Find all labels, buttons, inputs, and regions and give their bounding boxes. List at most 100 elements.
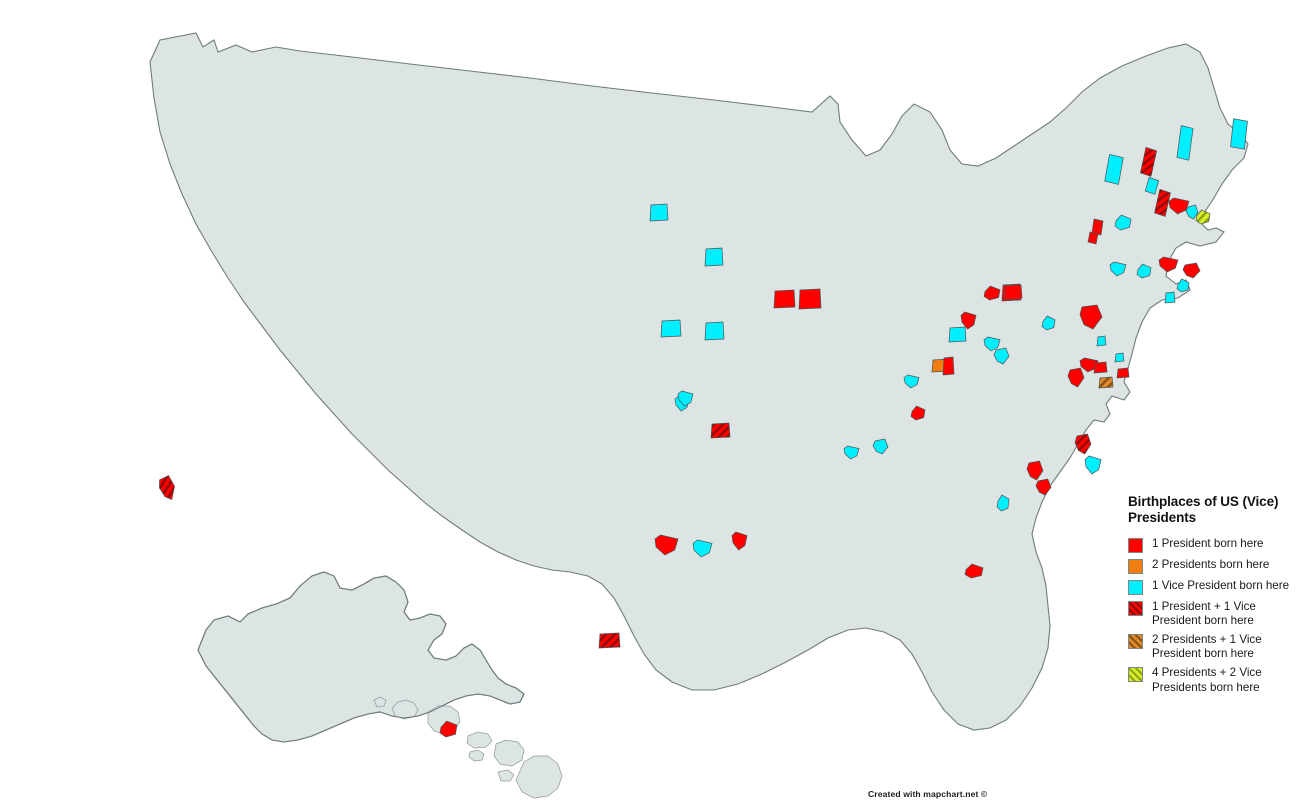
marker-tennessee-tn: tennessee-tn — 1 Vice President born her… <box>844 446 859 459</box>
county <box>137 660 168 686</box>
county <box>283 468 317 500</box>
county <box>1233 354 1259 378</box>
county <box>232 571 260 608</box>
county <box>1233 267 1264 297</box>
marker-newyork-vp-1: newyork-vp-1 — 1 Vice President born her… <box>1110 262 1126 276</box>
county <box>159 706 183 746</box>
county <box>940 23 972 57</box>
county <box>476 571 510 593</box>
legend-row-pres4vp2: 4 Presidents + 2 Vice Presidents born her… <box>1128 666 1298 694</box>
county <box>162 405 187 442</box>
county <box>919 51 947 90</box>
county <box>1182 325 1214 357</box>
county <box>403 552 431 581</box>
marker-connecticut-vp: connecticut-vp — 1 Vice President born h… <box>1115 215 1131 230</box>
county <box>142 575 164 604</box>
marker-missouri-mo: missouri-mo — 1 Vice President born here <box>678 391 693 406</box>
county <box>283 492 317 519</box>
county <box>1214 297 1241 333</box>
county <box>1183 433 1213 465</box>
county <box>1091 30 1121 59</box>
marker-iowa-ia: iowa-ia — 1 Vice President born here <box>705 322 724 340</box>
marker-indiana-in: indiana-in — 1 Vice President born here <box>949 327 966 342</box>
county <box>232 522 261 552</box>
legend-label-pres2vp1: 2 Presidents + 1 Vice President born here <box>1152 633 1262 661</box>
marker-virginia-2: virginia-2 — 1 President born here <box>1080 358 1098 372</box>
county <box>1208 461 1235 498</box>
marker-tennessee-tn-2: tennessee-tn-2 — 1 Vice President born h… <box>873 439 888 454</box>
county <box>554 716 584 745</box>
marker-massachusetts-4p: massachusetts-4p — 4 Presidents + 2 Vice… <box>1196 210 1210 224</box>
marker-newyork-1: newyork-1 — 1 President born here <box>1004 285 1022 299</box>
county <box>140 599 161 637</box>
county <box>1158 349 1188 387</box>
county <box>379 552 410 574</box>
county <box>1238 77 1262 110</box>
county <box>1108 462 1138 494</box>
marker-ohio-pres1b: ohio-pres1b — 1 President born here <box>943 357 954 375</box>
county <box>134 323 164 359</box>
county-polygons-hawaii <box>374 697 562 798</box>
marker-topeka-ks: topeka-ks — 1 Vice President born here <box>661 320 681 337</box>
county <box>135 683 168 711</box>
county <box>502 652 535 687</box>
county <box>233 412 267 443</box>
county <box>940 51 967 90</box>
county <box>1235 53 1263 85</box>
county <box>870 706 892 743</box>
legend-items-list: 1 President born here 2 Presidents born h… <box>1128 537 1298 695</box>
county <box>1163 434 1190 464</box>
county <box>529 598 553 636</box>
county <box>190 565 218 592</box>
county <box>1234 221 1263 245</box>
county <box>1061 653 1092 681</box>
hawaii-island <box>467 732 492 748</box>
county <box>1065 715 1091 747</box>
county <box>553 628 578 655</box>
county <box>183 413 216 443</box>
county <box>452 606 486 629</box>
county <box>187 708 219 732</box>
county <box>1235 27 1265 56</box>
marker-ohio-oh-3: ohio-oh-3 — 1 Vice President born here <box>984 337 1000 351</box>
county <box>401 515 433 554</box>
legend-label-pres4vp2: 4 Presidents + 2 Vice Presidents born her… <box>1152 666 1262 694</box>
marker-nystate-pres-c: nystate-pres-c — 1 President born here <box>1088 232 1098 244</box>
county <box>313 468 338 500</box>
county <box>162 273 187 299</box>
county <box>331 726 365 751</box>
county <box>453 591 486 610</box>
county <box>573 599 604 633</box>
legend-swatch-pres2vp1 <box>1128 634 1143 650</box>
county <box>582 691 609 716</box>
county <box>815 52 845 76</box>
marker-los-angeles-ca: los-angeles-ca — 1 President + 1 Vice Pr… <box>157 475 177 502</box>
county <box>528 683 560 719</box>
map-legend: Birthplaces of US (Vice) Presidents 1 Pr… <box>1128 494 1298 700</box>
county <box>1233 333 1260 363</box>
county <box>1045 49 1068 84</box>
county <box>183 678 218 714</box>
county <box>1236 404 1257 445</box>
county <box>384 498 413 529</box>
county <box>776 708 798 742</box>
county <box>478 30 509 55</box>
county <box>1136 379 1164 407</box>
county <box>359 726 390 750</box>
county <box>476 712 502 727</box>
county <box>529 632 556 657</box>
marker-pennsylvania-1: pennsylvania-1 — 1 President born here <box>1080 305 1102 329</box>
county <box>845 27 876 61</box>
county <box>431 580 457 608</box>
county <box>875 660 893 691</box>
county <box>1134 29 1166 49</box>
county <box>456 601 482 632</box>
county <box>486 609 503 630</box>
county <box>233 386 264 419</box>
marker-delaware-vp: delaware-vp — 1 Vice President born here <box>1115 353 1124 362</box>
county <box>164 552 185 576</box>
county <box>183 361 218 384</box>
county <box>258 379 291 418</box>
